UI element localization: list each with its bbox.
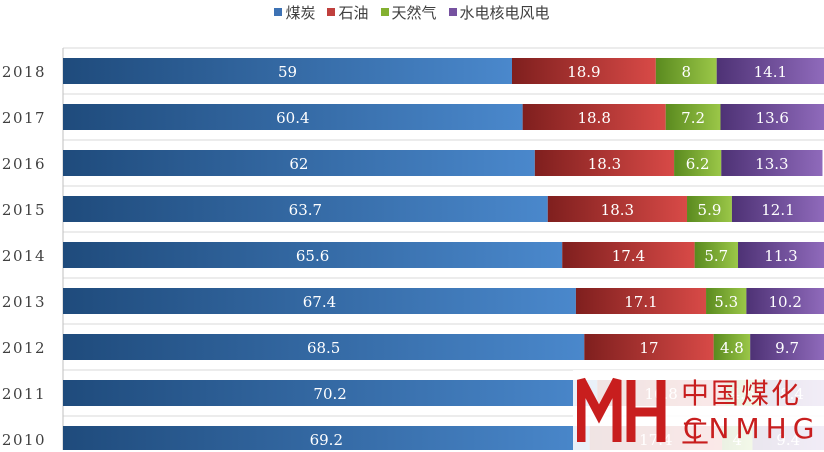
bar-clean-2016 xyxy=(721,150,823,176)
data-label-coal-2015: 63.7 xyxy=(289,201,322,219)
bar-clean-2012 xyxy=(750,334,824,360)
y-tick-label-2015: 2015 xyxy=(2,201,46,219)
data-label-clean-2013: 10.2 xyxy=(768,293,801,311)
legend: 煤炭 石油 天然气 水电核电风电 xyxy=(0,0,824,24)
legend-item-gas: 天然气 xyxy=(380,2,437,23)
bar-clean-2018 xyxy=(716,58,824,84)
data-label-coal-2018: 59 xyxy=(278,63,297,81)
data-label-clean-2014: 11.3 xyxy=(764,247,797,265)
bar-clean-2017 xyxy=(720,104,824,130)
data-label-gas-2012: 4.8 xyxy=(720,339,744,357)
watermark: 中国煤化工 CNMHG xyxy=(573,370,824,450)
data-label-gas-2014: 5.7 xyxy=(704,247,728,265)
legend-label-oil: 石油 xyxy=(338,3,369,22)
data-label-gas-2017: 7.2 xyxy=(681,109,705,127)
bar-gas-2018 xyxy=(655,58,717,84)
data-label-clean-2015: 12.1 xyxy=(761,201,794,219)
legend-label-clean: 水电核电风电 xyxy=(459,3,550,22)
data-label-gas-2015: 5.9 xyxy=(698,201,722,219)
bar-coal-2012 xyxy=(63,334,585,360)
bar-coal-2017 xyxy=(63,104,523,130)
bar-gas-2017 xyxy=(665,104,721,130)
bar-coal-2013 xyxy=(63,288,576,314)
data-label-clean-2016: 13.3 xyxy=(755,155,788,173)
data-label-coal-2011: 70.2 xyxy=(313,385,346,403)
bar-coal-2016 xyxy=(63,150,535,176)
cnmhg-logo-icon xyxy=(577,377,666,442)
bar-oil-2013 xyxy=(575,288,707,314)
data-label-clean-2017: 13.6 xyxy=(756,109,789,127)
legend-label-gas: 天然气 xyxy=(391,3,437,22)
y-tick-label-2018: 2018 xyxy=(2,63,46,81)
data-label-coal-2014: 65.6 xyxy=(296,247,329,265)
data-label-oil-2015: 18.3 xyxy=(601,201,634,219)
legend-item-oil: 石油 xyxy=(327,2,369,23)
y-tick-label-2010: 2010 xyxy=(2,431,46,449)
legend-swatch-oil xyxy=(327,8,336,16)
watermark-chinese: 中国煤化工 xyxy=(681,377,802,450)
bar-oil-2014 xyxy=(562,242,695,268)
bar-oil-2016 xyxy=(534,150,675,176)
bar-coal-2015 xyxy=(63,196,548,222)
bar-oil-2018 xyxy=(511,58,656,84)
data-label-coal-2016: 62 xyxy=(289,155,308,173)
bar-oil-2017 xyxy=(522,104,666,130)
bar-gas-2016 xyxy=(674,150,722,176)
legend-swatch-coal xyxy=(274,8,283,16)
legend-item-clean: 水电核电风电 xyxy=(448,2,550,23)
legend-swatch-clean xyxy=(448,8,457,16)
bar-coal-2011 xyxy=(63,380,598,406)
y-tick-label-2016: 2016 xyxy=(2,155,46,173)
bar-oil-2015 xyxy=(547,196,688,222)
y-tick-label-2014: 2014 xyxy=(2,247,46,265)
y-tick-label-2012: 2012 xyxy=(2,339,46,357)
legend-swatch-gas xyxy=(380,8,389,16)
y-tick-label-2011: 2011 xyxy=(2,385,46,403)
data-label-oil-2014: 17.4 xyxy=(612,247,645,265)
data-label-gas-2013: 5.3 xyxy=(714,293,738,311)
bar-clean-2013 xyxy=(746,288,824,314)
bar-gas-2013 xyxy=(706,288,747,314)
data-label-oil-2016: 18.3 xyxy=(588,155,621,173)
bar-clean-2014 xyxy=(738,242,824,268)
data-label-oil-2018: 18.9 xyxy=(567,63,600,81)
data-label-coal-2017: 60.4 xyxy=(276,109,309,127)
bar-coal-2010 xyxy=(63,426,590,450)
y-tick-label-2013: 2013 xyxy=(2,293,46,311)
data-label-clean-2018: 14.1 xyxy=(754,63,787,81)
legend-label-coal: 煤炭 xyxy=(285,3,316,22)
data-label-coal-2010: 69.2 xyxy=(310,431,343,449)
bar-oil-2012 xyxy=(584,334,714,360)
bar-coal-2018 xyxy=(63,58,512,84)
data-label-coal-2013: 67.4 xyxy=(303,293,336,311)
y-tick-label-2017: 2017 xyxy=(2,109,46,127)
bar-gas-2014 xyxy=(694,242,739,268)
bar-coal-2014 xyxy=(63,242,563,268)
data-label-oil-2012: 17 xyxy=(639,339,658,357)
data-label-oil-2017: 18.8 xyxy=(577,109,610,127)
legend-item-coal: 煤炭 xyxy=(274,2,315,23)
data-label-clean-2012: 9.7 xyxy=(775,339,799,357)
data-label-gas-2016: 6.2 xyxy=(686,155,710,173)
data-label-oil-2013: 17.1 xyxy=(624,293,657,311)
bar-clean-2015 xyxy=(731,196,824,222)
watermark-english: CNMHG xyxy=(683,412,821,445)
bar-gas-2015 xyxy=(687,196,732,222)
bar-gas-2012 xyxy=(713,334,751,360)
data-label-coal-2012: 68.5 xyxy=(307,339,340,357)
data-label-gas-2018: 8 xyxy=(681,63,691,81)
